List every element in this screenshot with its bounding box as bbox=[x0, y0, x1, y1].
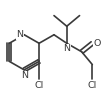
Text: N: N bbox=[21, 71, 28, 80]
Text: O: O bbox=[93, 39, 101, 48]
Text: Cl: Cl bbox=[88, 81, 97, 89]
Text: N: N bbox=[63, 44, 70, 53]
Text: Cl: Cl bbox=[34, 81, 44, 89]
Text: N: N bbox=[16, 30, 23, 39]
